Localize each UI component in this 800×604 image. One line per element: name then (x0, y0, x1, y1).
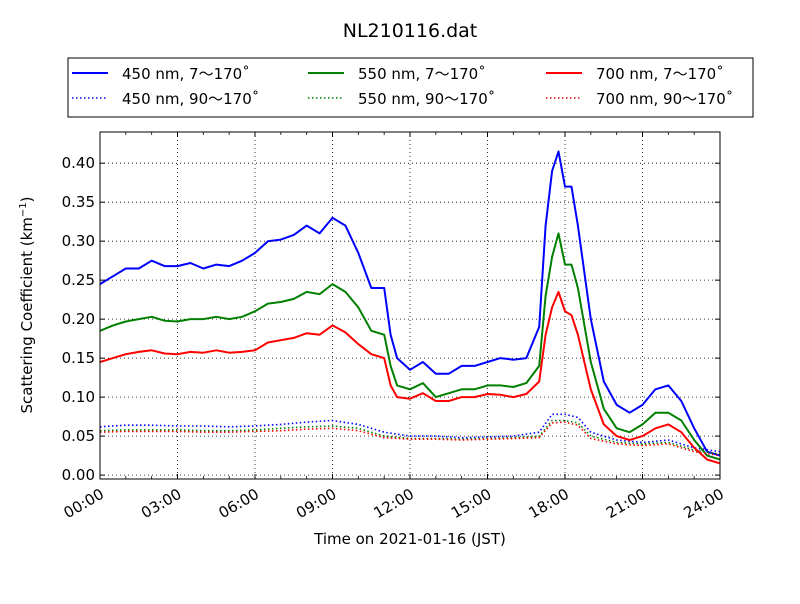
y-tick-label: 0.15 (62, 349, 95, 367)
series-lines (100, 150, 720, 465)
y-tick-label: 0.30 (62, 232, 95, 250)
axis-ticks: 00:00 03:00 06:00 09:00 12:00 15:00 18:00 21:00… (61, 132, 727, 522)
x-tick-label: 03:00 (138, 485, 184, 522)
y-tick-label: 0.20 (62, 310, 95, 328)
legend-label-5: 700 nm, 7～170˚ (596, 65, 724, 83)
x-tick-label: 24:00 (681, 485, 727, 522)
x-tick-label: 18:00 (526, 485, 572, 522)
legend-label-4: 550 nm, 90～170˚ (358, 90, 495, 108)
legend-label-1: 450 nm, 7～170˚ (122, 65, 250, 83)
x-tick-label: 06:00 (216, 485, 262, 522)
x-axis-label: Time on 2021-01-16 (JST) (313, 530, 506, 548)
y-tick-label: 0.10 (62, 388, 95, 406)
x-tick-label: 09:00 (293, 485, 339, 522)
chart-title: NL210116.dat (343, 20, 478, 42)
y-tick-label: 0.25 (62, 271, 95, 289)
y-axis-label: Scattering Coefficient (km−1) (18, 196, 36, 413)
y-tick-label: 0.40 (62, 154, 95, 172)
grid-lines (100, 132, 720, 479)
x-tick-label: 00:00 (61, 485, 107, 522)
series-line-3 (100, 232, 720, 461)
y-axis-label-close: ) (18, 196, 36, 202)
series-line-6 (100, 421, 720, 457)
y-tick-label: 0.35 (62, 193, 95, 211)
x-tick-label: 21:00 (603, 485, 649, 522)
legend: 450 nm, 7～170˚ 450 nm, 90～170˚ 550 nm, 7～1… (67, 57, 754, 118)
legend-box (67, 57, 754, 118)
series-line-1 (100, 150, 720, 457)
y-axis-label-main: Scattering Coefficient (km (18, 217, 36, 413)
legend-label-3: 550 nm, 7～170˚ (358, 65, 486, 83)
y-axis-label-exponent: −1 (18, 202, 29, 217)
series-line-5 (100, 290, 720, 465)
y-tick-label: 0.05 (62, 427, 95, 445)
x-tick-label: 12:00 (371, 485, 417, 522)
x-tick-label: 15:00 (448, 485, 494, 522)
legend-label-2: 450 nm, 90～170˚ (122, 90, 259, 108)
y-tick-label: 0.00 (62, 466, 95, 484)
legend-label-6: 700 nm, 90～170˚ (596, 90, 733, 108)
